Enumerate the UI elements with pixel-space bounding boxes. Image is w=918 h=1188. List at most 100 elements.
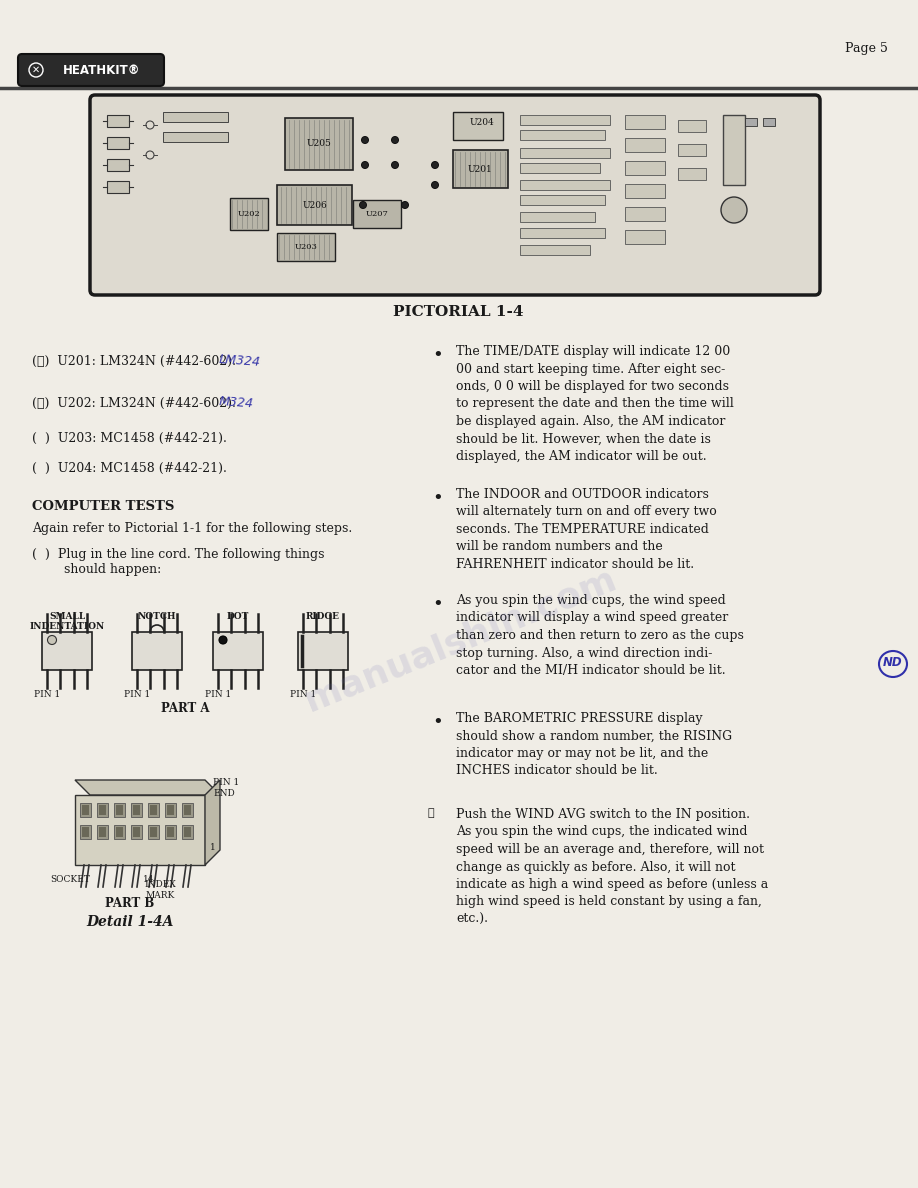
Text: U205: U205 (307, 139, 331, 148)
Bar (625, 115, 665, 129)
Text: •: • (432, 595, 443, 613)
Ellipse shape (48, 636, 57, 645)
Polygon shape (75, 781, 220, 795)
Bar (107, 159, 129, 171)
Bar (148, 803, 159, 817)
Text: NOTCH: NOTCH (138, 612, 176, 621)
Bar (213, 632, 263, 670)
Text: SMALL
INDENTATION: SMALL INDENTATION (29, 612, 105, 631)
Ellipse shape (362, 162, 368, 169)
Ellipse shape (401, 202, 409, 209)
Bar (116, 827, 123, 838)
Bar (99, 805, 106, 815)
Bar (150, 827, 157, 838)
Text: •: • (432, 346, 443, 364)
Bar (163, 132, 228, 143)
Ellipse shape (431, 162, 439, 169)
Bar (520, 211, 595, 222)
Bar (82, 827, 89, 838)
Bar (132, 632, 182, 670)
Bar (167, 805, 174, 815)
Text: PIN 1: PIN 1 (34, 690, 60, 699)
Bar (285, 118, 353, 170)
Bar (520, 129, 605, 140)
Bar (678, 144, 706, 156)
Bar (133, 805, 140, 815)
Text: PIN 1: PIN 1 (205, 690, 231, 699)
Ellipse shape (391, 162, 398, 169)
Text: U201: U201 (467, 164, 492, 173)
Bar (723, 115, 745, 185)
Bar (165, 803, 176, 817)
Bar (625, 162, 665, 175)
Bar (678, 168, 706, 181)
Bar (163, 112, 228, 122)
Text: Again refer to Pictorial 1-1 for the following steps.: Again refer to Pictorial 1-1 for the fol… (32, 522, 353, 535)
FancyBboxPatch shape (90, 95, 820, 295)
Bar (678, 120, 706, 132)
Text: 1: 1 (210, 843, 216, 852)
Text: COMPUTER TESTS: COMPUTER TESTS (32, 500, 174, 513)
Text: (✓)  U202: LM324N (#442-602).: (✓) U202: LM324N (#442-602). (32, 397, 236, 410)
Bar (184, 805, 191, 815)
Text: M324: M324 (218, 394, 253, 410)
Text: LM324: LM324 (218, 353, 261, 369)
Bar (520, 115, 610, 125)
Bar (625, 230, 665, 244)
Bar (82, 805, 89, 815)
Text: PICTORIAL 1-4: PICTORIAL 1-4 (393, 305, 523, 320)
Text: PIN 1
END: PIN 1 END (213, 778, 240, 798)
Ellipse shape (29, 63, 43, 77)
Ellipse shape (360, 202, 366, 209)
Bar (453, 150, 508, 188)
Bar (107, 181, 129, 192)
Text: U206: U206 (302, 201, 327, 209)
Bar (625, 138, 665, 152)
Bar (520, 195, 605, 206)
Ellipse shape (219, 636, 227, 644)
Bar (353, 200, 401, 228)
Text: (✓)  U201: LM324N (#442-602).: (✓) U201: LM324N (#442-602). (32, 355, 236, 368)
Text: As you spin the wind cups, the wind speed
indicator will display a wind speed gr: As you spin the wind cups, the wind spee… (456, 594, 744, 677)
Ellipse shape (431, 182, 439, 189)
Text: The BAROMETRIC PRESSURE display
should show a random number, the RISING
indicato: The BAROMETRIC PRESSURE display should s… (456, 712, 733, 777)
Text: RIDGE: RIDGE (306, 612, 340, 621)
Text: The INDOOR and OUTDOOR indicators
will alternately turn on and off every two
sec: The INDOOR and OUTDOOR indicators will a… (456, 488, 717, 571)
Bar (520, 228, 605, 238)
Bar (625, 184, 665, 198)
Text: DOT: DOT (227, 612, 249, 621)
Bar (298, 632, 348, 670)
Text: PIN 1: PIN 1 (290, 690, 316, 699)
Text: HEATHKIT®: HEATHKIT® (63, 63, 140, 76)
Text: PART A: PART A (161, 702, 209, 715)
Bar (133, 827, 140, 838)
Text: (  )  U204: MC1458 (#442-21).: ( ) U204: MC1458 (#442-21). (32, 462, 227, 475)
Text: 14: 14 (143, 876, 154, 884)
Bar (131, 803, 142, 817)
Bar (745, 118, 757, 126)
Bar (131, 824, 142, 839)
Text: Page 5: Page 5 (845, 42, 888, 55)
Text: (  )  Plug in the line cord. The following things
        should happen:: ( ) Plug in the line cord. The following… (32, 548, 324, 576)
Bar (520, 245, 590, 255)
Bar (182, 803, 193, 817)
Bar (107, 137, 129, 148)
Ellipse shape (721, 197, 747, 223)
Bar (80, 824, 91, 839)
Text: U202: U202 (238, 210, 261, 219)
Bar (277, 185, 352, 225)
Text: SOCKET: SOCKET (50, 876, 90, 884)
Bar (453, 112, 503, 140)
Polygon shape (75, 795, 205, 865)
Bar (165, 824, 176, 839)
Bar (520, 148, 610, 158)
Bar (107, 115, 129, 127)
Bar (114, 803, 125, 817)
Ellipse shape (391, 137, 398, 144)
Text: The TIME/DATE display will indicate 12 00
00 and start keeping time. After eight: The TIME/DATE display will indicate 12 0… (456, 345, 733, 463)
Text: manualshin.com: manualshin.com (299, 562, 621, 718)
Bar (116, 805, 123, 815)
Bar (520, 163, 600, 173)
Bar (277, 233, 335, 261)
Polygon shape (205, 781, 220, 865)
